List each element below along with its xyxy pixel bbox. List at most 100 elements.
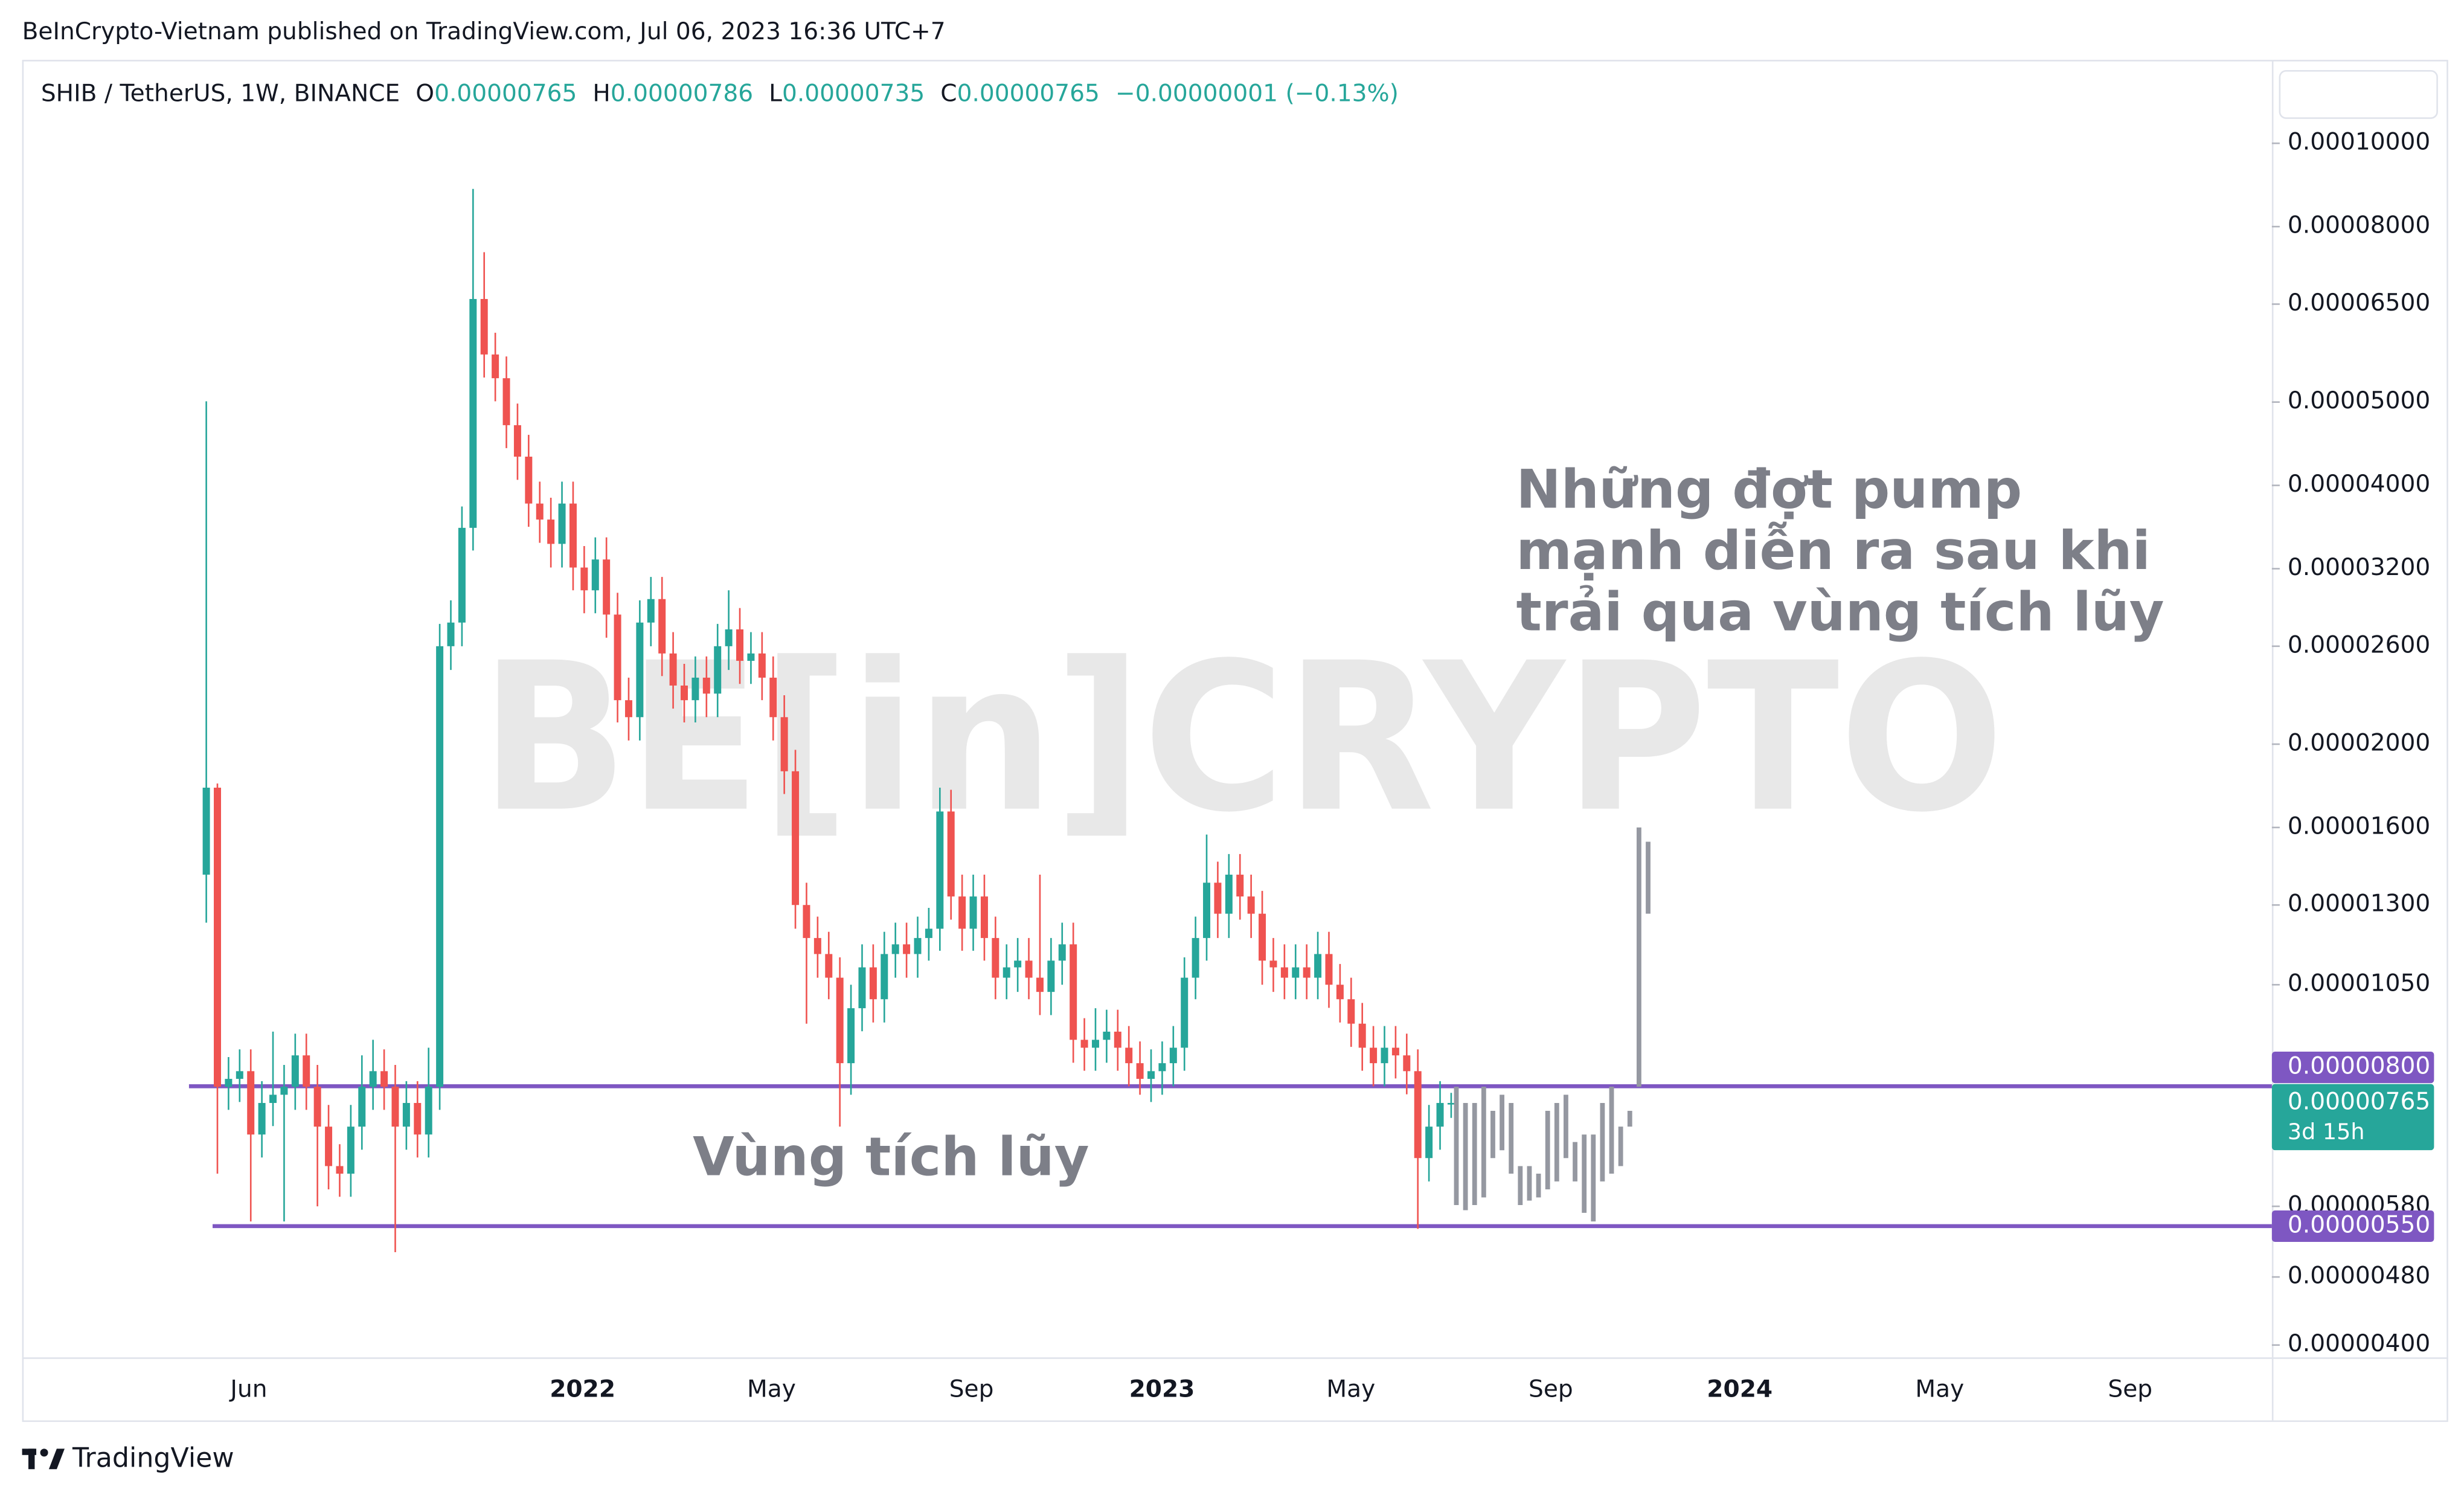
y-tick-label: 0.00002000	[2288, 729, 2430, 756]
candle-body	[914, 937, 922, 954]
candle-body	[313, 1087, 321, 1127]
candle-body	[1192, 937, 1199, 978]
legend-value: 0.00000786	[611, 80, 753, 107]
candle-body	[502, 378, 510, 425]
candle-body	[1181, 977, 1189, 1048]
candle-body	[547, 519, 555, 544]
candle-body	[1347, 999, 1355, 1024]
candle-body	[1214, 883, 1222, 914]
candle-body	[714, 646, 722, 694]
candle-body	[391, 1087, 399, 1127]
candle-body	[936, 811, 944, 929]
candle-body	[1425, 1127, 1433, 1159]
candle-body	[1358, 1023, 1366, 1048]
candle-body	[225, 1079, 233, 1087]
candle-body	[624, 700, 632, 718]
level-label: 0.00000550	[2288, 1211, 2430, 1238]
candle-body	[1303, 967, 1311, 978]
candle-body	[1169, 1047, 1177, 1064]
y-tick-label: 0.00005000	[2288, 387, 2430, 414]
frame	[22, 60, 2448, 1423]
candle-body	[1403, 1055, 1411, 1072]
candle-body	[969, 896, 977, 929]
candle-body	[236, 1071, 243, 1079]
candle-body	[1225, 875, 1233, 914]
annotation: mạnh diễn ra sau khi	[1516, 519, 2151, 582]
price-axis: 0.00010000 0.00008000 0.00006500 0.00005000…	[2271, 129, 2434, 1357]
candle-body	[513, 425, 521, 457]
annotation: Vùng tích lũy	[693, 1126, 1089, 1188]
candle-body	[580, 567, 588, 591]
x-tick-label: 2024	[1707, 1375, 1773, 1403]
candle-body	[1269, 960, 1277, 968]
candle-body	[747, 653, 755, 661]
legend-key: O	[415, 80, 434, 107]
legend-value: 0.00000765	[957, 80, 1100, 107]
candle-body	[1247, 896, 1255, 914]
legend-title: SHIB / TetherUS, 1W, BINANCE	[41, 80, 400, 107]
candle-body	[469, 298, 477, 528]
current-price-box	[2271, 1084, 2434, 1151]
candle-body	[380, 1071, 388, 1087]
candle-body	[847, 1008, 855, 1064]
candle-body	[536, 503, 544, 520]
candle-body	[214, 788, 221, 1087]
logo-dot	[40, 1448, 48, 1457]
logo-slash	[48, 1448, 65, 1470]
footer: TradingView	[72, 1443, 234, 1474]
candle-body	[402, 1102, 410, 1127]
candle-body	[1447, 1102, 1455, 1105]
candle-body	[658, 599, 666, 654]
candle-body	[681, 685, 688, 701]
candle-body	[647, 599, 655, 623]
candle-body	[558, 503, 566, 544]
watermark: BE[in]CRYPTO	[480, 619, 2004, 857]
candle-body	[1103, 1031, 1111, 1040]
candle-body	[202, 788, 210, 875]
candle-body	[869, 967, 877, 1000]
candle-body	[1058, 944, 1066, 961]
candle-body	[1003, 967, 1010, 978]
y-tick-label: 0.00006500	[2288, 289, 2430, 317]
x-tick-label: Sep	[2108, 1375, 2152, 1403]
x-tick-label: May	[747, 1375, 796, 1403]
candle-body	[1280, 967, 1288, 978]
logo-stem	[28, 1448, 35, 1470]
candle-body	[1147, 1071, 1155, 1079]
candle-body	[1414, 1071, 1422, 1159]
y-tick-label: 0.00000480	[2288, 1262, 2430, 1290]
candle-body	[1336, 985, 1344, 1000]
candle-body	[1091, 1040, 1099, 1048]
x-tick-label: Sep	[949, 1375, 994, 1403]
candle-body	[792, 771, 800, 905]
candle-body	[269, 1095, 277, 1103]
candle-body	[958, 896, 966, 929]
candle-body	[492, 354, 499, 379]
annotation: trải qua vùng tích lũy	[1516, 581, 2164, 643]
candle-body	[825, 954, 833, 978]
candle-body	[1014, 960, 1022, 968]
candle-body	[1136, 1063, 1144, 1079]
legend-change: −0.00000001 (−0.13%)	[1115, 80, 1399, 107]
level-label-box	[2271, 1051, 2434, 1084]
footer-logo: TradingView	[22, 1443, 234, 1474]
y-tick-label: 0.00004000	[2288, 471, 2430, 498]
level-label-box	[2271, 1210, 2434, 1242]
plot	[188, 188, 2272, 1252]
candle-body	[858, 967, 866, 1009]
candle-body	[1158, 1063, 1166, 1072]
settings-box[interactable]	[2279, 70, 2438, 119]
candle-body	[780, 717, 788, 771]
legend-value: 0.00000735	[782, 80, 925, 107]
candle-body	[525, 456, 533, 504]
candle-body	[925, 928, 932, 938]
candle-body	[980, 896, 988, 938]
candle-body	[1370, 1047, 1378, 1064]
candle-body	[992, 937, 999, 978]
candle-body	[1325, 954, 1333, 985]
x-tick-label: Jun	[228, 1375, 267, 1403]
x-tick-label: May	[1915, 1375, 1964, 1403]
candle-body	[591, 559, 599, 591]
